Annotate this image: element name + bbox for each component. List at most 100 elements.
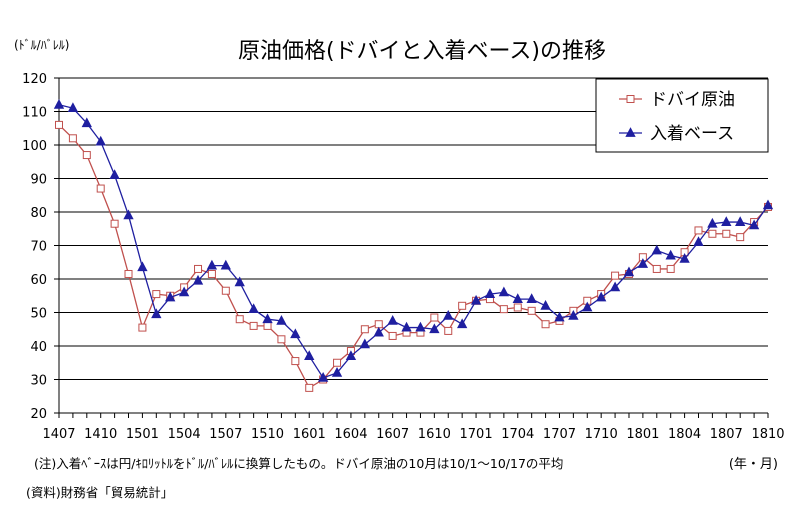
y-axis-unit: (ﾄﾞﾙ/ﾊﾞﾚﾙ) [14, 38, 69, 52]
x-tick-label: 1510 [251, 427, 284, 442]
data-point-dubai-crude [444, 326, 453, 335]
data-point-dubai-crude [277, 335, 286, 344]
data-point-dubai-crude [194, 264, 203, 273]
data-point-dubai-crude [55, 120, 63, 129]
data-point-dubai-crude [291, 357, 300, 366]
x-tick-label: 1804 [668, 427, 701, 442]
data-point-landed-basis [276, 315, 287, 325]
y-tick-label: 60 [30, 273, 47, 288]
data-point-landed-basis [401, 321, 412, 332]
data-point-dubai-crude [374, 320, 383, 329]
data-point-landed-basis [151, 308, 162, 319]
legend-marker-dubai-crude [626, 95, 635, 103]
x-tick-label: 1801 [626, 427, 659, 442]
data-point-landed-basis [429, 323, 440, 334]
data-point-landed-basis [304, 350, 315, 360]
data-point-dubai-crude [666, 264, 675, 273]
data-point-landed-basis [623, 266, 635, 277]
data-point-landed-basis [248, 303, 259, 314]
data-point-landed-basis [95, 135, 106, 146]
y-tick-label: 20 [30, 407, 47, 422]
y-tick-label: 70 [30, 240, 47, 255]
data-point-landed-basis [178, 286, 190, 297]
x-tick-label: 1407 [42, 427, 75, 442]
data-point-dubai-crude [388, 331, 397, 340]
data-point-dubai-crude [152, 290, 161, 299]
data-point-landed-basis [262, 313, 273, 324]
data-point-landed-basis [123, 209, 134, 220]
data-point-dubai-crude [652, 264, 661, 273]
y-tick-label: 80 [30, 206, 47, 221]
data-point-dubai-crude [499, 305, 508, 314]
data-point-landed-basis [53, 98, 65, 109]
legend-box [595, 78, 769, 153]
data-point-dubai-crude [207, 269, 216, 278]
legend-label-landed-basis: 入着ベース [650, 124, 734, 144]
data-point-landed-basis [540, 299, 551, 310]
series-line-landed-basis [58, 104, 769, 379]
x-tick-label: 1810 [751, 427, 784, 442]
data-point-landed-basis [387, 315, 398, 325]
axes [58, 78, 769, 418]
data-point-landed-basis [651, 244, 662, 255]
x-tick-label: 1601 [293, 427, 326, 442]
series-line-dubai-crude [58, 124, 769, 389]
data-point-dubai-crude [82, 151, 91, 160]
data-point-landed-basis [165, 291, 176, 302]
data-point-dubai-crude [305, 383, 314, 392]
data-point-landed-basis [317, 371, 329, 382]
data-point-landed-basis [679, 253, 690, 263]
data-point-landed-basis [456, 318, 468, 329]
x-tick-label: 1610 [418, 427, 451, 442]
data-point-landed-basis [373, 326, 384, 337]
data-point-landed-basis [748, 219, 760, 230]
data-point-landed-basis [234, 276, 245, 287]
data-point-dubai-crude [458, 301, 467, 310]
x-tick-labels: 1407 1410 1501 1504 1507 1510 1601 1604 1607 1610… [42, 427, 784, 442]
gridlines [54, 77, 768, 414]
data-point-dubai-crude [249, 321, 258, 330]
data-point-landed-basis [206, 259, 218, 270]
data-point-landed-basis [498, 286, 510, 297]
x-axis-unit: (年・月) [729, 457, 778, 472]
x-tick-label: 1501 [126, 427, 159, 442]
data-point-dubai-crude [68, 134, 77, 143]
data-point-dubai-crude [541, 320, 550, 329]
data-point-landed-basis [484, 288, 496, 298]
series-dubai-crude [55, 120, 772, 392]
data-point-landed-basis [693, 236, 704, 247]
data-point-dubai-crude [110, 219, 119, 228]
y-tick-labels: 20 30 40 50 60 70 80 90 100 110 120 [22, 72, 47, 422]
chart-title: 原油価格(ドバイと入着ベース)の推移 [238, 39, 606, 64]
data-point-landed-basis [609, 281, 621, 292]
data-point-landed-basis [137, 261, 148, 272]
x-tick-label: 1504 [168, 427, 201, 442]
series-landed-basis [53, 98, 774, 382]
x-tick-label: 1704 [501, 427, 534, 442]
data-point-landed-basis [81, 117, 92, 128]
data-point-landed-basis [290, 328, 301, 339]
x-tick-label: 1607 [376, 427, 409, 442]
x-tick-label: 1807 [710, 427, 743, 442]
data-point-landed-basis [67, 102, 79, 113]
series-layer [53, 98, 774, 392]
data-point-landed-basis [596, 291, 607, 302]
data-point-landed-basis [359, 338, 371, 349]
data-point-dubai-crude [694, 226, 703, 235]
x-tick-label: 1507 [209, 427, 242, 442]
data-point-landed-basis [637, 258, 649, 268]
data-point-dubai-crude [124, 269, 133, 278]
data-point-landed-basis [345, 350, 357, 360]
data-point-landed-basis [582, 301, 593, 312]
data-point-dubai-crude [221, 286, 230, 295]
data-point-dubai-crude [527, 306, 536, 315]
data-point-landed-basis [735, 216, 746, 226]
data-point-landed-basis [665, 249, 676, 260]
data-point-landed-basis [512, 293, 523, 304]
data-point-dubai-crude [235, 315, 244, 324]
data-point-dubai-crude [611, 271, 620, 280]
y-tick-label: 50 [30, 307, 47, 322]
data-point-dubai-crude [96, 184, 105, 193]
data-point-landed-basis [707, 217, 718, 228]
